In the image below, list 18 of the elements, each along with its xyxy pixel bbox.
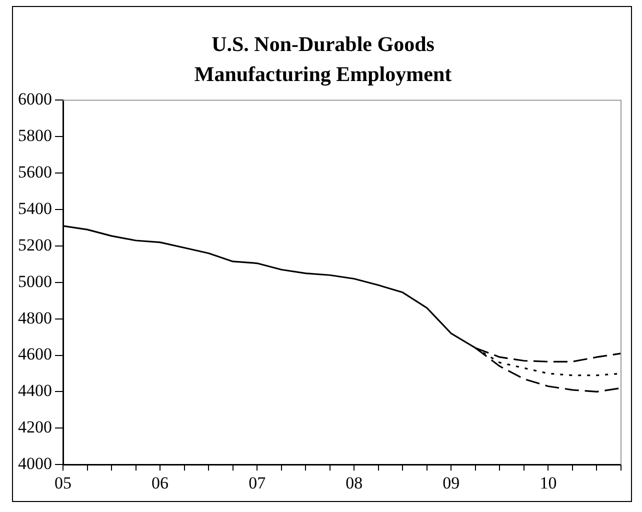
y-tick-label: 6000 [18,90,52,109]
y-tick-label: 4000 [18,454,52,474]
y-tick-label: 5800 [18,126,52,146]
x-tick-label: 10 [540,473,557,492]
y-tick-label: 4800 [18,308,52,328]
y-tick-label: 4600 [18,344,52,364]
x-tick-label: 05 [54,473,72,492]
y-tick-label: 5200 [18,235,52,254]
y-tick-label: 5600 [18,162,52,182]
chart-title: U.S. Non-Durable Goods Manufacturing Employment [193,31,453,88]
y-tick-label: 5400 [18,198,52,218]
y-tick-label: 4400 [18,381,52,400]
x-tick-label: 07 [248,473,266,492]
y-tick-label: 5000 [18,272,52,291]
x-tick-label: 08 [346,473,363,492]
y-tick-label: 4200 [18,418,52,437]
x-tick-label: 09 [442,473,460,492]
x-tick-label: 06 [152,473,169,492]
